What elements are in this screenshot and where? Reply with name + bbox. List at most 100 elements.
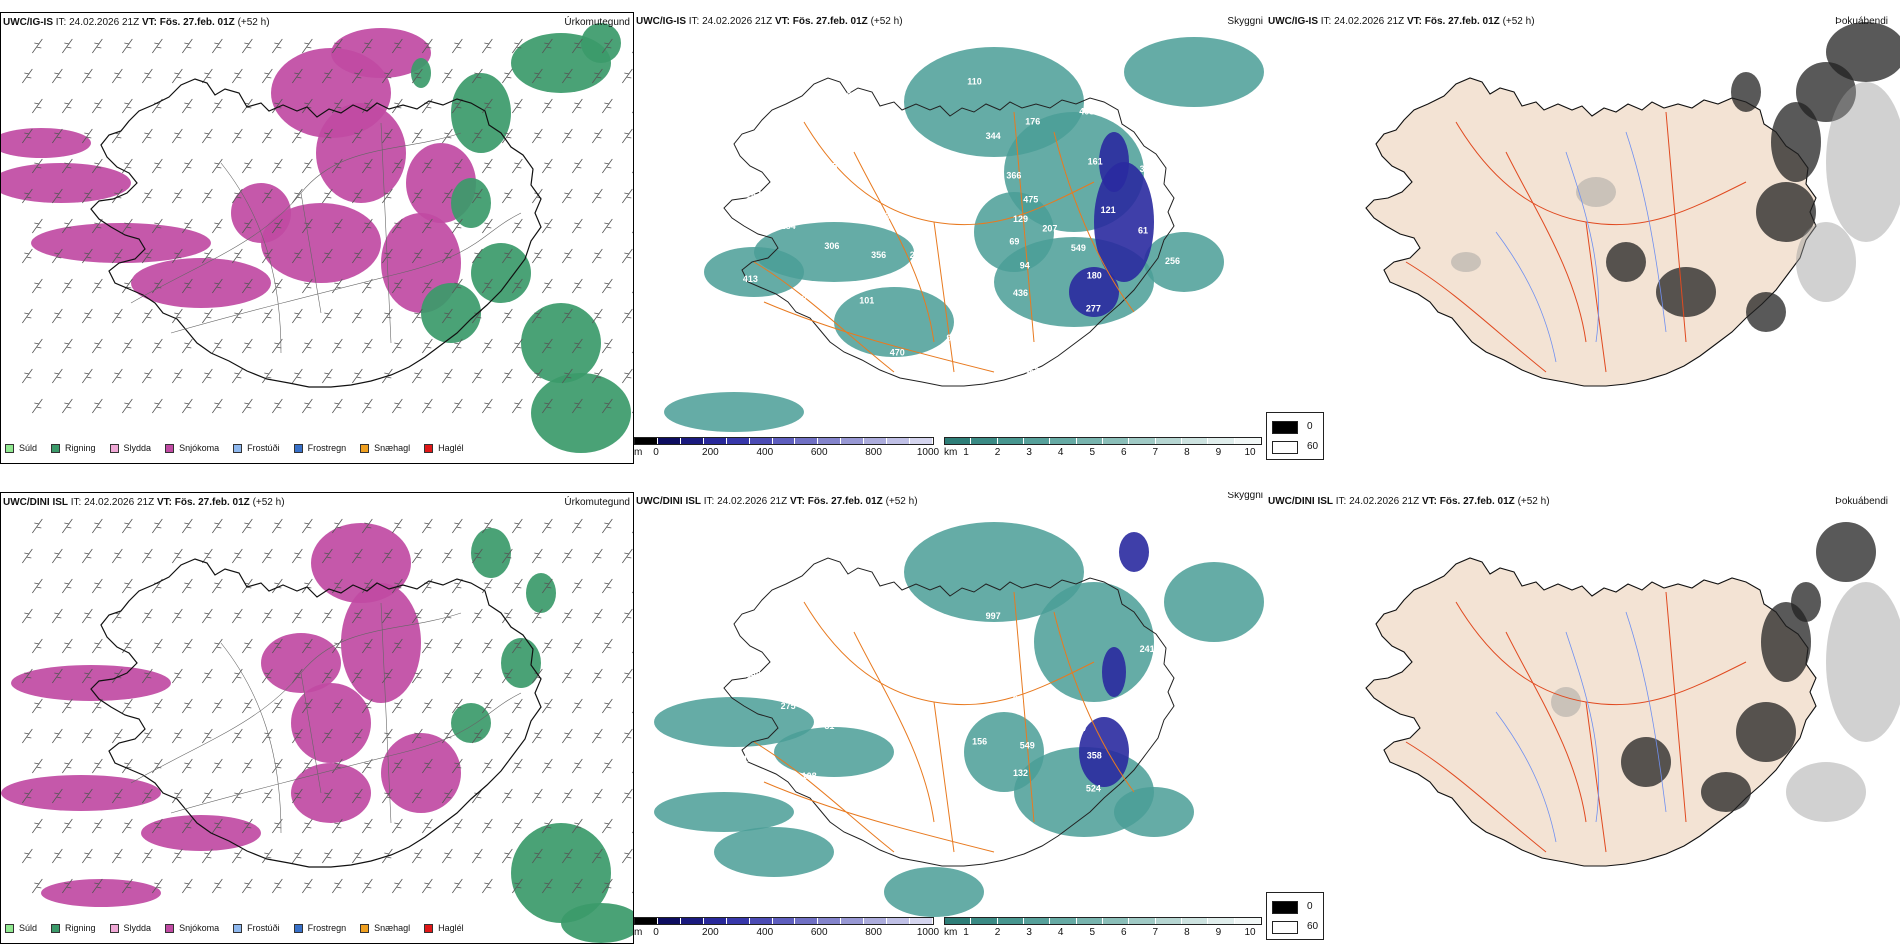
colorbar-segment [945, 918, 972, 924]
cloud-base-label: 396 [1165, 736, 1180, 746]
cloud-base-label: 276 [947, 277, 962, 287]
roads [753, 591, 1135, 853]
cloud-base-label: 22 [910, 250, 920, 260]
cloud-base-label: 306 [824, 241, 839, 251]
cloud-base-label: 413 [743, 274, 758, 284]
colorbar-segment [1181, 438, 1209, 444]
colorbar-segment [1050, 438, 1077, 444]
cloud-base-label: 216 [902, 130, 917, 140]
cloud-base-label: 156 [972, 736, 987, 746]
cloud-base-label: 94 [1013, 694, 1023, 704]
cloud-base-label: 94 [1020, 261, 1030, 271]
precip-legend: Súld Rigning Slydda Snjókoma Frostúði Frostre… [5, 441, 478, 455]
colorbar-segment [945, 438, 972, 444]
fog-panel-bottom: UWC/DINI ISL IT: 24.02.2026 21Z VT: Fös.… [1266, 492, 1900, 944]
legend-item: Rigning [51, 443, 96, 453]
roads [130, 122, 522, 354]
colorbar-segment [726, 918, 750, 924]
cloud-base-label: 277 [1086, 303, 1101, 313]
colorbar-segment [864, 438, 888, 444]
legend-item: Slydda [109, 443, 151, 453]
cloud-base-label: 96 [890, 828, 900, 838]
cloud-base-label: 176 [1025, 117, 1040, 127]
cloud-base-label: 742 [1023, 675, 1038, 685]
legend-item: Snæhagl [360, 923, 410, 933]
legend-label: Frostúði [247, 923, 280, 933]
colorbar-segment [887, 438, 911, 444]
cloud-base-label: 549 [746, 670, 761, 680]
cloud-base-label: 180 [1087, 271, 1102, 281]
cloud-base-label: 272 [875, 211, 890, 221]
cloud-base-label: 98 [1191, 663, 1201, 673]
visibility-colorbar-bottom: km 1 2 3 4 5 6 7 8 9 10 [944, 917, 1264, 941]
panel-header: UWC/IG-IS IT: 24.02.2026 21Z VT: Fös. 27… [3, 17, 270, 28]
legend-swatch [5, 923, 14, 933]
cloud-base-label: 470 [890, 348, 905, 358]
fog-swatch-light [1272, 921, 1298, 934]
precip-type-panel-bottom: UWC/DINI ISL IT: 24.02.2026 21Z VT: Fös.… [0, 492, 634, 944]
cloud-base-label: 884 [1071, 723, 1086, 733]
cloud-base-label: 81 [824, 721, 834, 731]
legend-swatch [51, 443, 61, 453]
colorbar-segment [1102, 438, 1130, 444]
fog-legend-top: 0 60 [1266, 412, 1324, 460]
cloud-base-label: 144 [1142, 107, 1157, 117]
visibility-colorbar-top: km 1 2 3 4 5 6 7 8 9 10 [944, 437, 1264, 461]
colorbar-tick: 6 [1120, 447, 1127, 458]
panel-header: UWC/DINI ISL IT: 24.02.2026 21Z VT: Fös.… [636, 496, 918, 507]
roads [753, 111, 1135, 373]
panel-parameter: Skyggni [1227, 16, 1263, 27]
panel-parameter: Skyggni [1227, 492, 1263, 501]
cloud-base-label: 165 [822, 161, 837, 171]
cloud-base-label: 120 [946, 239, 961, 249]
colorbar-unit: m [634, 447, 643, 458]
colorbar-tick: 9 [1215, 447, 1222, 458]
cloud-base-label: 62 [972, 256, 982, 266]
legend-swatch [165, 923, 175, 933]
precip-map-top [1, 23, 633, 453]
cloud-base-label: 54 [1006, 650, 1016, 660]
cloud-base-label: 344 [986, 131, 1001, 141]
cloud-base-label: 358 [1087, 751, 1102, 761]
fog-label-min: 0 [1307, 421, 1313, 432]
cloud-base-label: 170 [960, 155, 975, 165]
legend-swatch [109, 443, 119, 453]
legend-swatch [424, 443, 434, 453]
legend-item: Frostúði [233, 923, 280, 933]
legend-item: Snæhagl [360, 443, 410, 453]
legend-swatch [424, 923, 434, 933]
wind-barbs [22, 518, 633, 894]
colorbar-tick: 400 [756, 447, 774, 458]
legend-item: Frostregn [293, 443, 346, 453]
colorbar-segment [703, 438, 727, 444]
colorbar-segment [726, 438, 750, 444]
cloud-base-label: 982 [910, 730, 925, 740]
colorbar-tick: 600 [810, 447, 828, 458]
panel-parameter: Úrkomutegund [564, 17, 630, 28]
cloud-base-colorbar-bottom: m 0 200 400 600 800 1000 [634, 917, 939, 941]
cloud-base-label: 101 [859, 296, 874, 306]
cloud-base-label: 108 [802, 771, 817, 781]
colorbar-segment [772, 438, 796, 444]
cloud-base-label: 66 [982, 190, 992, 200]
fog-label-min: 0 [1307, 901, 1313, 912]
colorbar-tick: 4 [1057, 927, 1064, 938]
legend-label: Rigning [65, 443, 96, 453]
cloud-base-label: 549 [1071, 243, 1086, 253]
fog-map-top [1365, 22, 1900, 387]
colorbar-segment [1155, 438, 1182, 444]
colorbar-strip [634, 437, 934, 445]
colorbar-tick: 0 [653, 927, 659, 938]
cloud-base-label: 256 [1165, 256, 1180, 266]
rivers [1495, 131, 1667, 363]
cloud-base-colorbar-top: m 0 200 400 600 800 1000 [634, 437, 939, 461]
colorbar-segment [1076, 438, 1103, 444]
cloud-base-label: 268 [952, 180, 967, 190]
precip-fields [1, 523, 633, 943]
colorbar-segment [997, 438, 1024, 444]
colorbar-segment [657, 918, 681, 924]
cloud-base-label: 666 [837, 91, 852, 101]
cloud-base-label: 369 [1140, 164, 1155, 174]
colorbar-segment [1155, 918, 1182, 924]
cloud-panel-top: 129 22 344 277 267 475 276 216 256 413 366 436 165 25… [634, 12, 1266, 464]
